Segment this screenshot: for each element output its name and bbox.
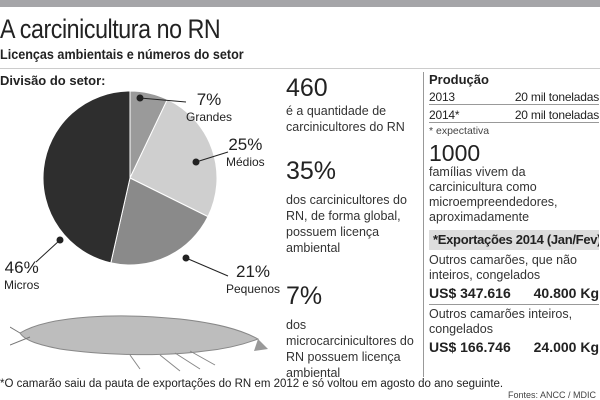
production-row-2014: 2014* 20 mil toneladas: [429, 108, 599, 123]
division-label: Divisão do setor:: [0, 73, 106, 88]
page-subtitle: Licenças ambientais e números do setor: [0, 46, 244, 62]
right-column: Produção 2013 20 mil toneladas 2014* 20 mi…: [429, 72, 599, 355]
footer-note: *O camarão saiu da pauta de exportações …: [0, 378, 504, 390]
page-title: A carcinicultura no RN: [0, 14, 221, 44]
divider: [0, 68, 600, 69]
leader-dot: [182, 254, 190, 262]
leader-dot: [192, 158, 200, 166]
export-item-2-values: US$ 166.746 24.000 Kg: [429, 339, 599, 355]
pie-slice-médios: [129, 98, 218, 218]
leader-line: [195, 151, 229, 163]
stat-carcinicultores: 460 é a quantidade de carcinicultores do …: [286, 74, 405, 134]
stat-licenca-global: 35% dos carcinicultores do RN, de forma g…: [286, 157, 407, 255]
exports-title: *Exportações 2014 (Jan/Fev): [429, 230, 599, 250]
leader-dot: [56, 236, 64, 244]
leader-line: [139, 97, 187, 103]
production-row-2013: 2013 20 mil toneladas: [429, 90, 599, 105]
label-grandes: 7% Grandes: [186, 90, 233, 124]
families-stat: 1000 famílias vivem da carcinicultura com…: [429, 140, 558, 224]
leader-line: [35, 239, 61, 263]
divider: [429, 304, 599, 305]
export-item-2-desc: Outros camarões inteiros, congelados: [429, 307, 573, 336]
production-note: * expectativa: [429, 125, 490, 137]
export-item-1-desc: Outros camarões, que não inteiros, conge…: [429, 253, 577, 282]
top-bar: [0, 0, 600, 7]
shrimp-image: [10, 315, 268, 372]
label-medios: 25% Médios: [226, 135, 265, 169]
footer-source: Fontes: ANCC / MDIC: [507, 390, 596, 400]
leader-dot: [136, 94, 144, 102]
label-micros: 46% Micros: [4, 258, 40, 292]
column-divider: [423, 72, 424, 377]
pie-chart: [35, 90, 229, 277]
leader-line: [185, 257, 229, 277]
export-item-1-values: US$ 347.616 40.800 Kg: [429, 285, 599, 301]
pie-slice-micros: [42, 90, 131, 264]
production-title: Produção: [429, 72, 489, 87]
label-pequenos: 21% Pequenos: [226, 262, 281, 296]
pie-slice-pequenos: [110, 177, 209, 266]
stat-licenca-micro: 7% dos microcarcinicultores do RN possuem…: [286, 282, 414, 380]
